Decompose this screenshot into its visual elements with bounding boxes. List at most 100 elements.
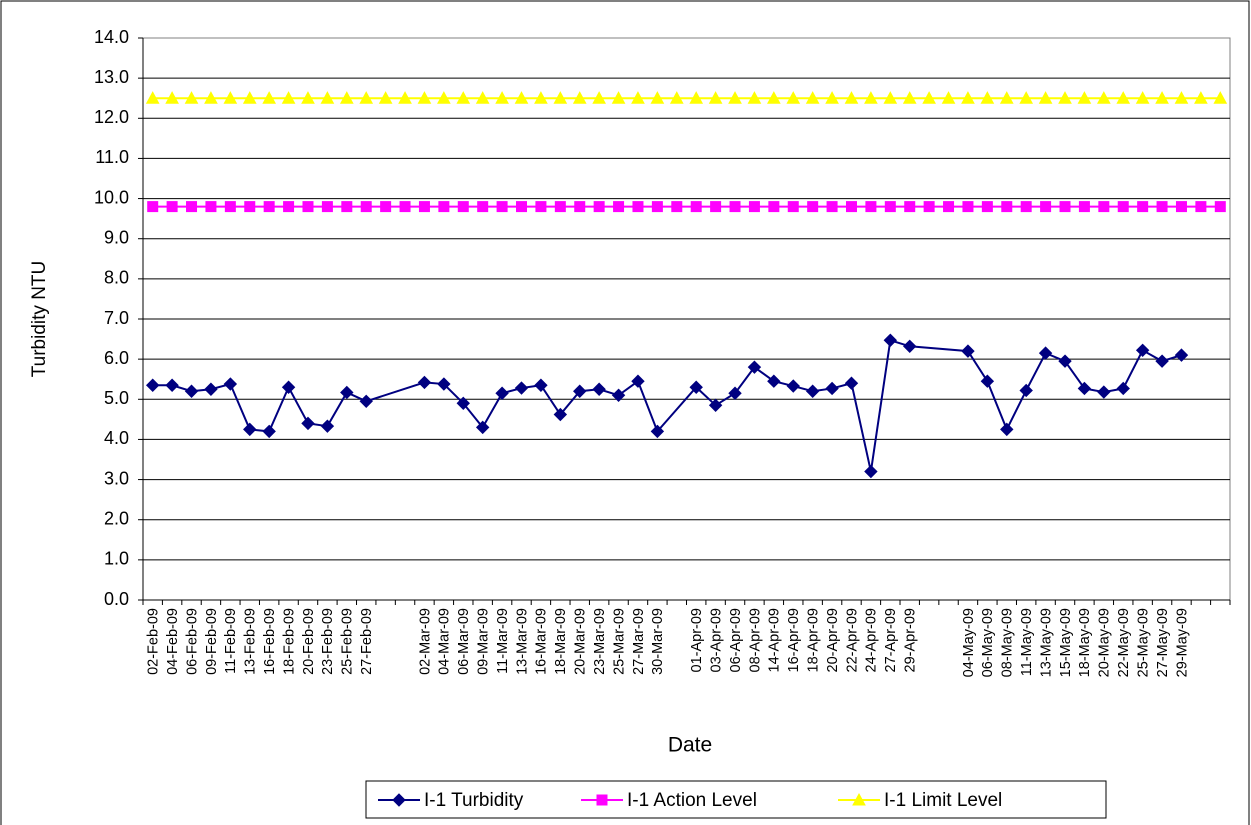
data-point: [242, 91, 257, 104]
data-point: [1117, 201, 1129, 213]
x-tick-label: 18-Apr-09: [805, 608, 821, 672]
data-point: [456, 396, 470, 411]
data-point: [903, 339, 917, 354]
data-point: [923, 201, 935, 213]
data-point: [689, 91, 704, 104]
y-tick-label: 10.0: [94, 187, 129, 207]
data-point: [787, 201, 799, 213]
data-point: [852, 792, 866, 806]
data-point: [1019, 91, 1034, 104]
data-point: [574, 201, 586, 213]
data-point: [708, 91, 723, 104]
x-tick-label: 29-Apr-09: [903, 608, 919, 672]
x-tick-label: 22-May-09: [1116, 608, 1132, 677]
data-point: [980, 91, 995, 104]
data-point: [999, 91, 1014, 104]
data-point: [1020, 201, 1032, 213]
y-tick-label: 2.0: [104, 508, 129, 528]
y-tick-label: 13.0: [94, 67, 129, 87]
data-point: [1038, 91, 1053, 104]
data-point: [883, 333, 898, 347]
x-tick-label: 06-Apr-09: [728, 608, 744, 672]
data-point: [747, 360, 762, 374]
data-point: [650, 91, 665, 104]
data-point: [807, 201, 819, 213]
data-point: [786, 91, 801, 104]
x-tick-label: 23-Feb-09: [320, 608, 336, 675]
data-point: [1174, 348, 1189, 362]
data-point: [669, 91, 684, 104]
x-tick-label: 27-Mar-09: [631, 608, 647, 675]
y-tick-label: 7.0: [104, 308, 129, 328]
data-point: [145, 91, 160, 104]
x-tick-label: 20-Feb-09: [301, 608, 317, 675]
x-tick-label: 27-Apr-09: [883, 608, 899, 672]
data-point: [650, 424, 665, 439]
data-point: [1135, 91, 1150, 104]
data-point: [1000, 422, 1014, 437]
data-point: [596, 794, 608, 806]
data-point: [573, 384, 587, 398]
data-point: [1137, 201, 1149, 213]
data-point: [534, 91, 548, 104]
data-point: [902, 91, 917, 104]
data-point: [980, 374, 995, 388]
data-point: [475, 420, 490, 435]
data-point: [611, 91, 626, 104]
data-point: [184, 91, 199, 104]
data-point: [767, 91, 781, 104]
x-tick-label: 25-Feb-09: [340, 608, 356, 675]
data-point: [301, 91, 315, 104]
data-point: [689, 380, 703, 394]
y-tick-label: 9.0: [104, 227, 129, 247]
legend: [365, 780, 1107, 819]
data-point: [398, 91, 412, 104]
data-point: [651, 201, 663, 213]
data-point: [747, 91, 762, 104]
x-tick-label: 04-Feb-09: [165, 608, 181, 675]
x-tick-label: 30-Mar-09: [650, 608, 666, 675]
data-point: [1098, 201, 1110, 213]
x-tick-label: 20-Mar-09: [573, 608, 589, 675]
data-point: [514, 381, 529, 395]
data-point: [865, 201, 877, 213]
data-point: [477, 201, 489, 213]
x-tick-label: 13-May-09: [1038, 608, 1054, 677]
data-point: [301, 416, 315, 431]
data-point: [1097, 385, 1111, 399]
data-point: [302, 201, 314, 213]
data-point: [321, 201, 333, 213]
y-tick-label: 12.0: [94, 107, 129, 127]
x-tick-label: 25-Mar-09: [611, 608, 627, 675]
data-point: [553, 407, 568, 422]
x-tick-label: 06-Feb-09: [184, 608, 200, 675]
data-point: [495, 386, 509, 400]
x-tick-label: 18-Feb-09: [281, 608, 297, 675]
data-point: [1096, 91, 1111, 104]
data-point: [417, 375, 432, 390]
x-tick-label: 09-Feb-09: [204, 608, 220, 675]
data-point: [805, 384, 820, 398]
x-tick-label: 03-Apr-09: [708, 608, 724, 672]
data-point: [339, 91, 354, 104]
x-tick-label: 15-May-09: [1058, 608, 1074, 677]
data-point: [496, 201, 508, 213]
data-point: [632, 201, 644, 213]
x-tick-label: 06-Mar-09: [456, 608, 472, 675]
y-tick-label: 14.0: [94, 27, 129, 47]
data-point: [535, 201, 547, 213]
data-point: [204, 91, 218, 104]
data-point: [205, 201, 217, 213]
data-point: [145, 378, 160, 392]
x-tick-label: 06-May-09: [980, 608, 996, 677]
data-point: [1156, 201, 1168, 213]
data-point: [437, 377, 451, 391]
data-point: [1155, 91, 1169, 104]
data-point: [1213, 91, 1228, 104]
data-point: [320, 91, 335, 104]
data-point: [845, 201, 857, 213]
data-point: [283, 201, 295, 213]
data-point: [438, 201, 450, 213]
data-point: [1001, 201, 1013, 213]
